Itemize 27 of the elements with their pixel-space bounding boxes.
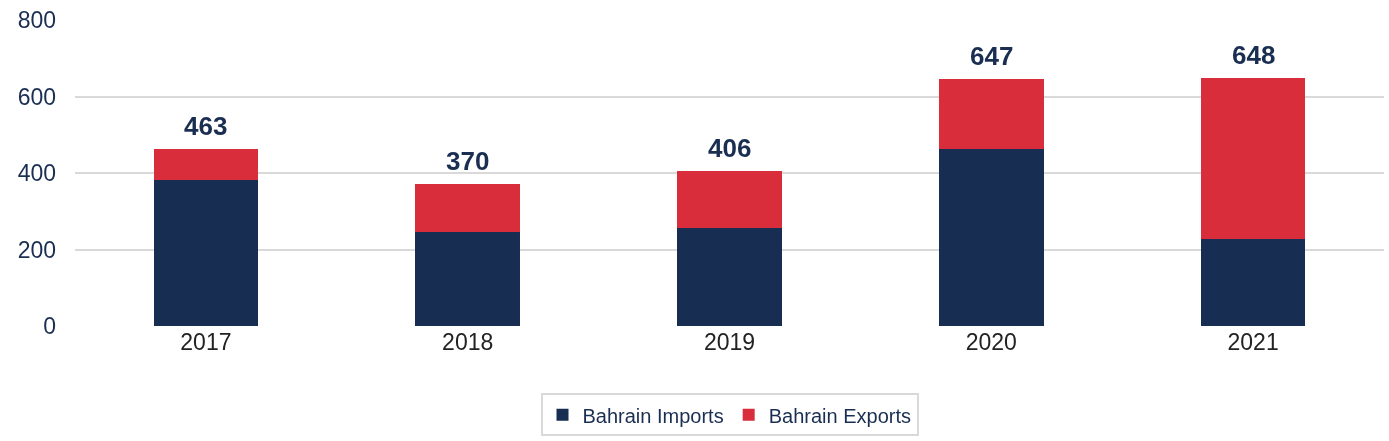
bar	[153, 180, 259, 326]
bar	[415, 184, 521, 232]
y-tick-label: 200	[17, 236, 56, 263]
y-tick-label: 800	[17, 7, 56, 34]
bar	[938, 78, 1044, 149]
bar	[938, 148, 1044, 326]
x-tick-label: 2019	[703, 329, 756, 355]
y-tick-label: 0	[43, 313, 56, 340]
bar	[1200, 238, 1306, 326]
y-tick-label: 400	[17, 160, 56, 187]
bar	[153, 148, 259, 181]
x-tick-label: 2021	[1227, 329, 1279, 355]
bar	[677, 170, 782, 229]
bar	[1200, 78, 1306, 239]
total-label: 463	[184, 111, 228, 141]
total-label: 647	[970, 41, 1014, 71]
bar	[677, 228, 782, 326]
x-tick-label: 2018	[442, 329, 494, 355]
legend-label: Bahrain Imports	[582, 404, 724, 427]
x-tick-label: 2020	[965, 329, 1017, 355]
y-tick-label: 600	[17, 83, 56, 110]
bar	[415, 231, 521, 326]
legend-label: Bahrain Exports	[768, 404, 911, 427]
total-label: 370	[446, 146, 490, 176]
total-label: 406	[708, 133, 752, 163]
total-label: 648	[1232, 40, 1276, 70]
x-tick-label: 2017	[180, 329, 232, 355]
